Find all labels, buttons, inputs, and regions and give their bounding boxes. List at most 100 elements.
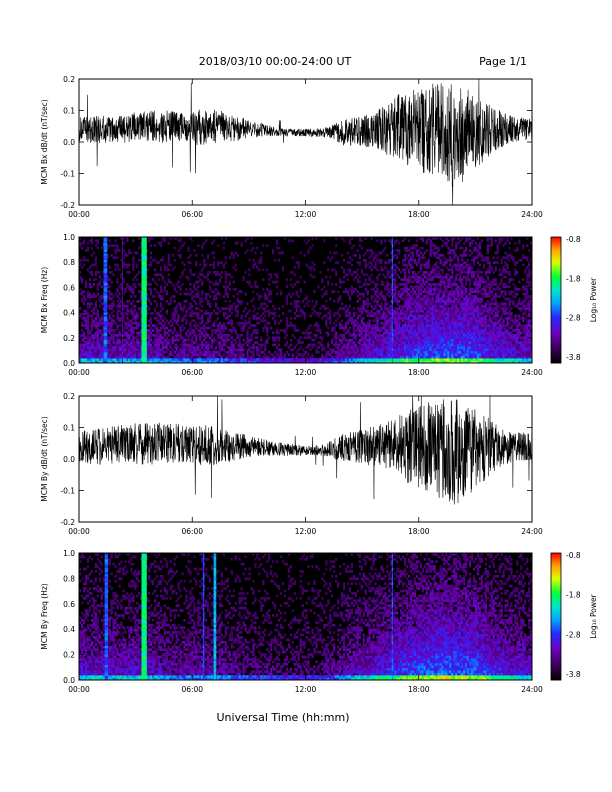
spectrogram-cell [181, 360, 184, 364]
spectrogram-cell [134, 295, 137, 298]
spectrogram-cell [128, 343, 131, 347]
spectrogram-cell [362, 304, 365, 308]
spectrogram-cell [362, 324, 365, 327]
spectrogram-cell [212, 353, 216, 357]
spectrogram-cell [447, 360, 450, 364]
spectrogram-cell [372, 300, 375, 303]
spectrogram-cell [390, 266, 393, 269]
spectrogram-cell [230, 329, 233, 332]
spectrogram-cell [179, 285, 182, 289]
spectrogram-cell [409, 353, 413, 357]
spectrogram-cell [224, 292, 228, 296]
spectrogram-cell [467, 316, 470, 320]
spectrogram-cell [417, 355, 421, 359]
spectrogram-cell [413, 273, 417, 277]
spectrogram-cell [159, 258, 163, 262]
spectrogram-cell [378, 346, 381, 349]
spectrogram-cell [297, 360, 300, 364]
spectrogram-cell [435, 304, 438, 308]
spectrogram-cell [455, 321, 458, 325]
spectrogram-cell [84, 343, 88, 347]
spectrogram-cell [463, 314, 466, 318]
spectrogram-cell [437, 326, 440, 330]
spectrogram-cell [203, 312, 206, 315]
spectrogram-cell [356, 295, 359, 298]
spectrogram-cell [382, 358, 385, 361]
spectrogram-cell [244, 251, 247, 255]
spectrogram-cell [457, 358, 460, 361]
spectrogram-cell [433, 360, 436, 364]
spectrogram-cell [398, 331, 401, 335]
spectrogram-cell [400, 278, 403, 281]
spectrogram-cell [153, 273, 157, 277]
spectrogram-cell [159, 285, 163, 289]
spectrogram-cell [346, 251, 350, 255]
spectrogram-cell [409, 333, 413, 337]
spectrogram-cell [212, 360, 216, 364]
spectrogram-cell [445, 343, 448, 347]
spectrogram-cell [173, 346, 176, 349]
spectrogram-cell [82, 258, 86, 262]
spectrogram-cell [335, 331, 338, 335]
spectrogram-cell [459, 333, 462, 337]
spectrogram-cell [327, 350, 330, 354]
spectrogram-cell [110, 324, 113, 327]
spectrogram-cell [378, 316, 381, 320]
spectrogram-cell [230, 324, 233, 327]
spectrogram-cell [167, 278, 170, 281]
spectrogram-cell [297, 348, 300, 352]
spectrogram-cell [220, 348, 224, 352]
spectrogram-cell [441, 346, 444, 349]
spectrogram-cell [285, 285, 289, 289]
spectrogram-cell [368, 261, 371, 264]
spectrogram-cell [163, 358, 166, 361]
spectrogram-cell [163, 333, 166, 337]
spectrogram-cell [419, 358, 422, 361]
spectrogram-cell [407, 312, 411, 315]
spectrogram-cell [364, 280, 367, 284]
spectrogram-cell [384, 338, 387, 342]
spectrogram-cell [380, 241, 383, 245]
spectrogram-cell [305, 263, 308, 267]
spectrogram-cell [173, 350, 176, 354]
spectrogram-cell [118, 307, 121, 310]
spectrogram-cell [216, 329, 220, 332]
spectrogram-cell [220, 324, 224, 327]
spectrogram-cell [340, 346, 344, 349]
spectrogram-cell [88, 355, 92, 359]
spectrogram-cell [161, 353, 164, 357]
spectrogram-cell [96, 360, 99, 364]
spectrogram-cell [384, 350, 387, 354]
spectrogram-cell [463, 312, 466, 315]
spectrogram-cell [80, 246, 84, 250]
spectrogram-cell [293, 283, 296, 286]
spectrogram-cell [250, 241, 253, 245]
spectrogram-cell [205, 321, 208, 325]
spectrogram-cell [84, 316, 88, 320]
spectrogram-cell [425, 290, 428, 294]
spectrogram-cell [124, 333, 127, 337]
spectrogram-cell [226, 285, 229, 289]
spectrogram-cell [441, 341, 444, 344]
spectrogram-cell [419, 324, 422, 327]
spectrogram-cell [455, 307, 458, 310]
spectrogram-cell [421, 333, 424, 337]
spectrogram-cell [183, 350, 186, 354]
spectrogram-cell [114, 333, 117, 337]
spectrogram-cell [189, 343, 192, 347]
spectrogram-cell [218, 292, 222, 296]
spectrogram-cell [171, 268, 174, 272]
spectrogram-cell [309, 360, 312, 364]
spectrogram-cell [189, 283, 192, 286]
spectrogram-cell [443, 307, 446, 310]
spectrogram-cell [248, 348, 251, 352]
spectrogram-cell [352, 353, 356, 357]
spectrogram-cell [187, 292, 190, 296]
spectrogram-cell [455, 346, 458, 349]
spectrogram-cell [394, 314, 397, 318]
spectrogram-cell [358, 360, 361, 364]
spectrogram-cell [449, 302, 452, 306]
spectrogram-cell [417, 261, 421, 264]
spectrogram-cell [425, 324, 428, 327]
spectrogram-cell [382, 324, 385, 327]
